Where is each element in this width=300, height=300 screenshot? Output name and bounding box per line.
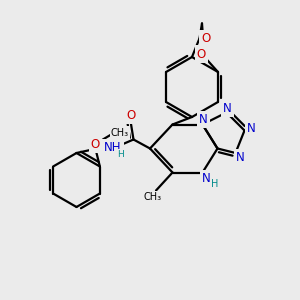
Text: O: O bbox=[201, 32, 210, 45]
Text: CH₃: CH₃ bbox=[111, 128, 129, 138]
Text: H: H bbox=[117, 150, 123, 159]
Text: CH₃: CH₃ bbox=[143, 192, 161, 202]
Text: N: N bbox=[199, 113, 208, 126]
Text: N: N bbox=[247, 122, 256, 136]
Text: N: N bbox=[202, 172, 211, 185]
Text: O: O bbox=[126, 109, 135, 122]
Text: N: N bbox=[223, 101, 232, 115]
Text: O: O bbox=[197, 47, 206, 61]
Text: H: H bbox=[212, 179, 219, 189]
Text: O: O bbox=[91, 137, 100, 151]
Text: NH: NH bbox=[104, 141, 122, 154]
Text: N: N bbox=[236, 151, 244, 164]
